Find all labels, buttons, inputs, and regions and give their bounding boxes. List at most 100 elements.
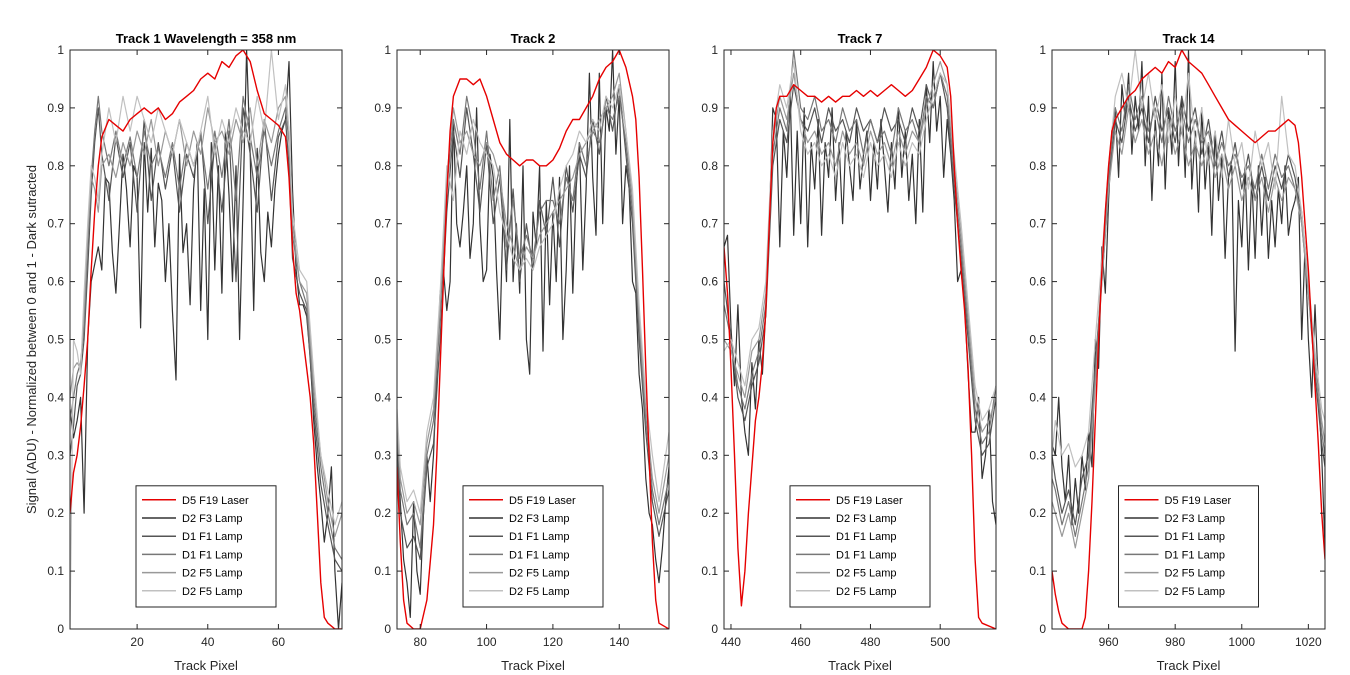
y-tick-label: 0.9 <box>374 101 391 115</box>
series-group <box>397 50 669 629</box>
legend: D5 F19 Laser D2 F3 Lamp D1 F1 Lamp D1 F1 La… <box>135 485 277 608</box>
legend-label: D2 F5 Lamp <box>836 568 897 580</box>
legend-label: D2 F5 Lamp <box>182 568 243 580</box>
y-tick-label: 0.7 <box>374 217 391 231</box>
legend-label: D2 F5 Lamp <box>1165 586 1226 598</box>
y-tick-label: 1 <box>57 43 64 57</box>
y-tick-label: 1 <box>711 43 718 57</box>
series-line-d1-f1-lamp-2 <box>1052 95 1325 526</box>
x-tick-label: 100 <box>477 635 497 649</box>
x-tick-label: 40 <box>201 635 215 649</box>
y-tick-label: 0.8 <box>47 159 64 173</box>
series-line-d5-f19-laser-0 <box>70 50 342 629</box>
x-tick-label: 1000 <box>1228 635 1255 649</box>
y-tick-label: 0.7 <box>701 217 718 231</box>
legend-label: D1 F1 Lamp <box>1165 549 1226 561</box>
series-line-d1-f1-lamp-3 <box>1052 84 1325 537</box>
legend: D5 F19 Laser D2 F3 Lamp D1 F1 Lamp D1 F1 La… <box>462 485 604 608</box>
y-tick-label: 0.8 <box>374 159 391 173</box>
y-tick-label: 0.2 <box>374 506 391 520</box>
x-tick-label: 980 <box>1165 635 1185 649</box>
legend-label: D5 F19 Laser <box>1165 495 1232 507</box>
y-tick-label: 0.6 <box>1029 275 1046 289</box>
y-tick-label: 0.9 <box>701 101 718 115</box>
series-group <box>724 50 996 629</box>
y-tick-label: 0.5 <box>1029 333 1046 347</box>
series-line-d2-f5-lamp-5 <box>724 61 996 422</box>
series-group <box>1052 50 1325 629</box>
legend-label: D5 F19 Laser <box>182 495 249 507</box>
y-tick-label: 0.1 <box>1029 564 1046 578</box>
legend-label: D1 F1 Lamp <box>182 531 243 543</box>
x-tick-label: 20 <box>130 635 144 649</box>
y-tick-label: 0.6 <box>47 275 64 289</box>
y-tick-label: 0.2 <box>47 506 64 520</box>
x-tick-label: 140 <box>609 635 629 649</box>
legend-box <box>789 485 931 608</box>
x-axis-title: Track Pixel <box>1157 658 1221 673</box>
legend-label: D2 F5 Lamp <box>1165 568 1226 580</box>
panel-title: Track 2 <box>511 31 556 46</box>
legend: D5 F19 Laser D2 F3 Lamp D1 F1 Lamp D1 F1 La… <box>789 485 931 608</box>
panel-3: 0 0.1 0.2 0.3 0.4 0.5 0.6 0.7 0.8 0.9 1 440 460 480 50… <box>701 31 997 673</box>
x-tick-label: 440 <box>721 635 741 649</box>
legend-label: D1 F1 Lamp <box>1165 531 1226 543</box>
y-tick-label: 0.6 <box>374 275 391 289</box>
y-tick-label: 0.1 <box>374 564 391 578</box>
legend-label: D2 F5 Lamp <box>509 586 570 598</box>
y-tick-label: 0.3 <box>47 448 64 462</box>
series-line-d2-f5-lamp-5 <box>1052 50 1325 468</box>
x-axis-title: Track Pixel <box>174 658 238 673</box>
y-tick-label: 0.2 <box>701 506 718 520</box>
panel-1: 0 0.1 0.2 0.3 0.4 0.5 0.6 0.7 0.8 0.9 1 20 40 60 Track… <box>47 31 343 673</box>
legend-label: D2 F3 Lamp <box>836 513 897 525</box>
y-tick-label: 1 <box>384 43 391 57</box>
y-axis-title: Signal (ADU) - Normalized between 0 and … <box>24 165 39 514</box>
y-tick-label: 0.4 <box>47 390 64 404</box>
y-tick-label: 0.9 <box>47 101 64 115</box>
y-tick-label: 0.3 <box>701 448 718 462</box>
x-tick-label: 120 <box>543 635 563 649</box>
y-tick-label: 0.6 <box>701 275 718 289</box>
x-tick-label: 960 <box>1099 635 1119 649</box>
legend-label: D1 F1 Lamp <box>182 549 243 561</box>
y-tick-label: 0.4 <box>701 390 718 404</box>
legend-label: D2 F5 Lamp <box>182 586 243 598</box>
legend-box <box>462 485 604 608</box>
series-line-d2-f5-lamp-4 <box>397 72 669 526</box>
panel-title: Track 14 <box>1162 31 1215 46</box>
y-tick-label: 0.2 <box>1029 506 1046 520</box>
y-tick-label: 0.5 <box>374 333 391 347</box>
legend-label: D2 F3 Lamp <box>1165 513 1226 525</box>
y-tick-label: 0.7 <box>1029 217 1046 231</box>
legend-label: D5 F19 Laser <box>836 495 903 507</box>
x-axis-title: Track Pixel <box>828 658 892 673</box>
series-line-d2-f3-lamp-1 <box>70 50 342 629</box>
legend-label: D2 F3 Lamp <box>509 513 570 525</box>
x-axis-title: Track Pixel <box>501 658 565 673</box>
y-tick-label: 0 <box>57 622 64 636</box>
x-tick-label: 80 <box>414 635 428 649</box>
y-tick-label: 0.4 <box>374 390 391 404</box>
x-tick-label: 500 <box>930 635 950 649</box>
legend-label: D2 F5 Lamp <box>836 586 897 598</box>
y-tick-label: 0 <box>1039 622 1046 636</box>
legend-label: D1 F1 Lamp <box>836 531 897 543</box>
x-tick-label: 460 <box>791 635 811 649</box>
legend-label: D1 F1 Lamp <box>509 531 570 543</box>
y-tick-label: 0.5 <box>701 333 718 347</box>
series-line-d2-f5-lamp-4 <box>1052 107 1325 549</box>
series-line-d2-f5-lamp-5 <box>397 84 669 514</box>
legend-label: D1 F1 Lamp <box>509 549 570 561</box>
series-group <box>70 50 342 629</box>
y-tick-label: 1 <box>1039 43 1046 57</box>
series-line-d2-f5-lamp-5 <box>70 50 342 629</box>
y-tick-label: 0.8 <box>1029 159 1046 173</box>
y-tick-label: 0.7 <box>47 217 64 231</box>
y-tick-label: 0.8 <box>701 159 718 173</box>
y-tick-label: 0.1 <box>701 564 718 578</box>
y-tick-label: 0.3 <box>1029 448 1046 462</box>
legend-label: D1 F1 Lamp <box>836 549 897 561</box>
